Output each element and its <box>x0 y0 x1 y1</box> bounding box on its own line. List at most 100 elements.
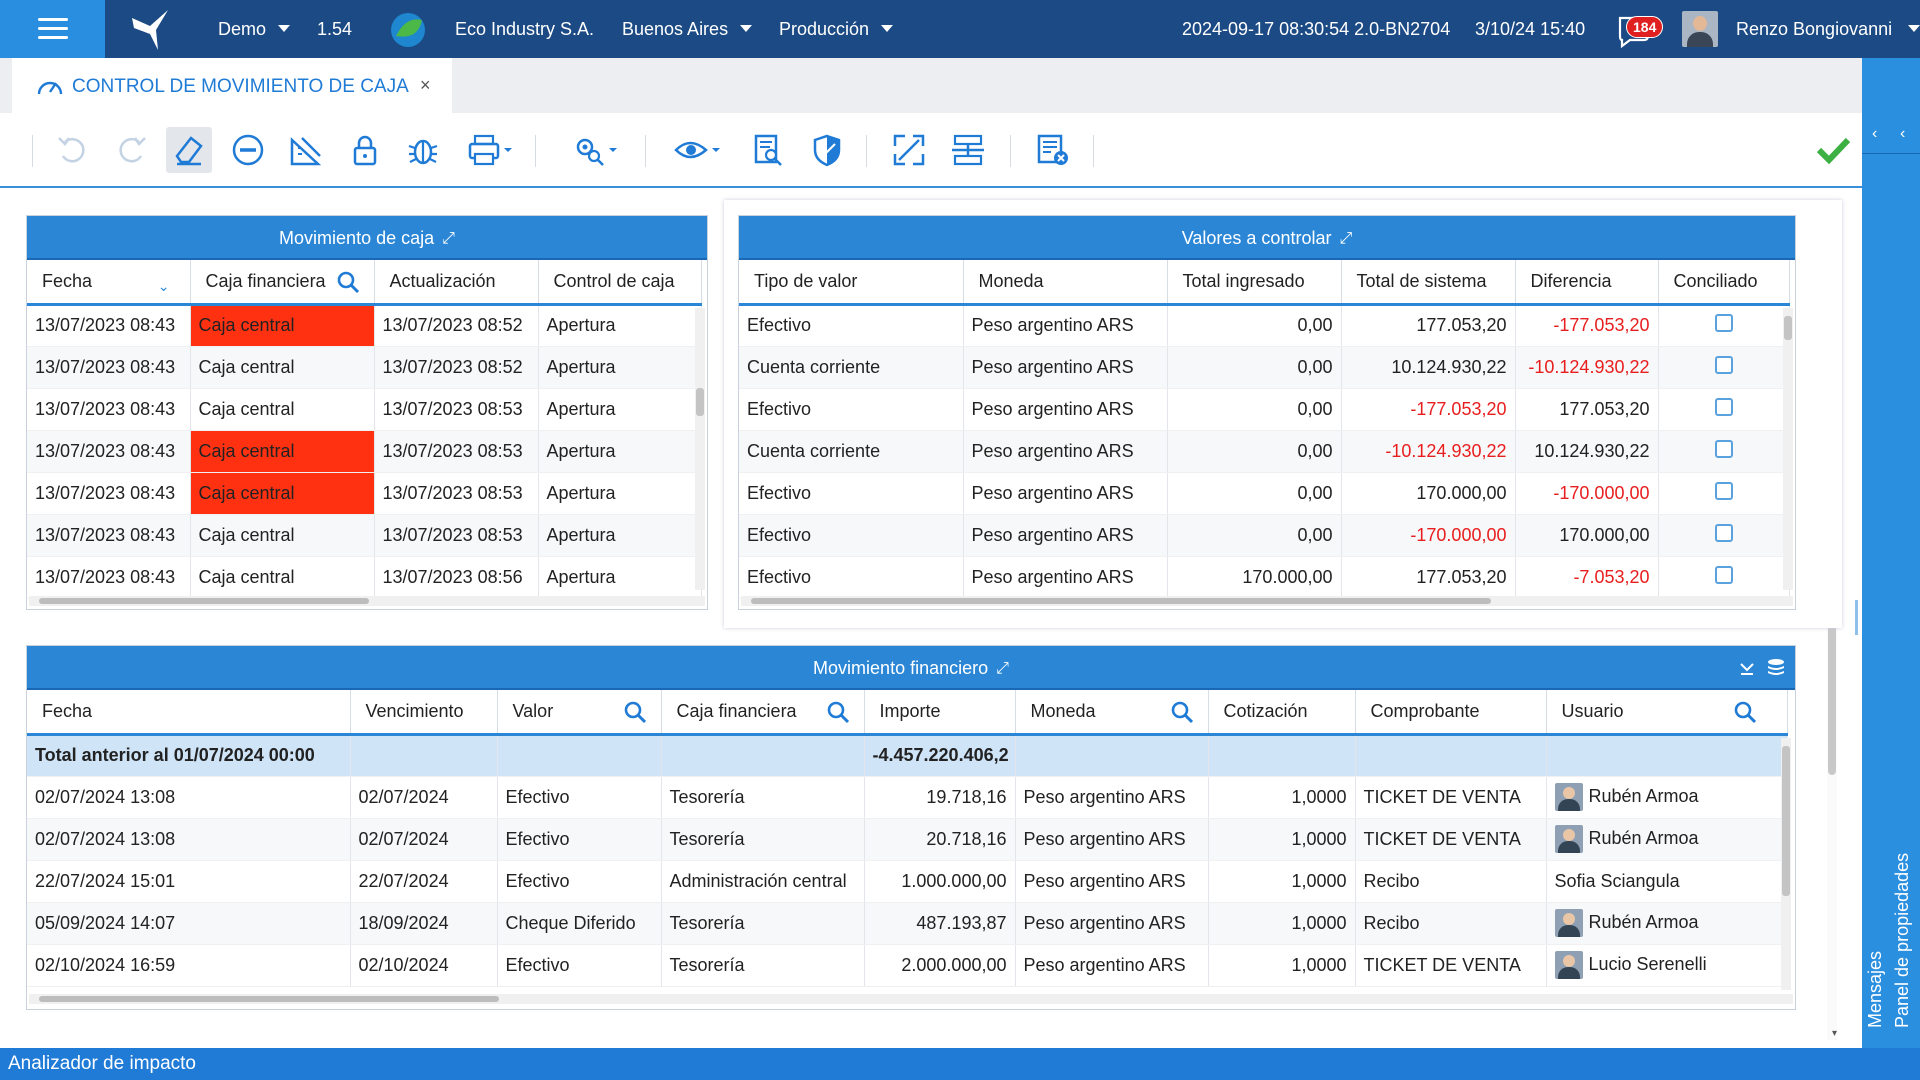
table-row[interactable]: 05/09/2024 14:07 18/09/2024 Cheque Diferid… <box>27 902 1788 945</box>
conciliado-checkbox[interactable] <box>1714 481 1733 500</box>
cell-moneda: Peso argentino ARS <box>1015 860 1209 903</box>
mode-selector[interactable]: Producción <box>779 19 894 40</box>
column-header-importe[interactable]: Importe <box>864 690 1016 736</box>
user-menu[interactable]: Renzo Bongiovanni <box>1736 19 1920 40</box>
column-header-fecha[interactable]: Fecha <box>27 690 351 736</box>
table-row[interactable]: Efectivo Peso argentino ARS 170.000,00 177.… <box>739 556 1790 599</box>
ruler-icon[interactable] <box>283 127 329 173</box>
table-row[interactable]: Efectivo Peso argentino ARS 0,00 170.000,00… <box>739 472 1790 515</box>
expand-panel-icon[interactable]: ⤢ <box>442 230 455 247</box>
cell-caja-financiera: Caja central <box>190 430 375 473</box>
splitter-handle[interactable] <box>1855 600 1858 635</box>
split-icon[interactable] <box>945 127 991 173</box>
expand-panel-icon[interactable]: ⤢ <box>996 660 1009 677</box>
table-row[interactable]: Cuenta corriente Peso argentino ARS 0,00 -1… <box>739 430 1790 473</box>
undo-icon[interactable] <box>50 127 96 173</box>
table-row[interactable]: Efectivo Peso argentino ARS 0,00 177.053,20… <box>739 304 1790 347</box>
hamburger-menu-icon[interactable] <box>0 0 105 58</box>
remove-icon[interactable] <box>225 127 271 173</box>
report-icon[interactable] <box>745 127 791 173</box>
column-header-comprobante[interactable]: Comprobante <box>1355 690 1547 736</box>
column-header-usuario[interactable]: Usuario <box>1546 690 1788 736</box>
cell-importe: 1.000.000,00 <box>864 860 1016 903</box>
table-row[interactable]: 02/07/2024 13:08 02/07/2024 Efectivo Tesore… <box>27 818 1788 861</box>
table-row[interactable]: 13/07/2023 08:43 Caja central 13/07/2023 0… <box>27 430 702 473</box>
table-row[interactable]: 13/07/2023 08:43 Caja central 13/07/2023 0… <box>27 472 702 515</box>
table-row[interactable]: 13/07/2023 08:43 Caja central 13/07/2023 0… <box>27 304 702 347</box>
table-row[interactable]: 13/07/2023 08:43 Caja central 13/07/2023 0… <box>27 346 702 389</box>
table-row[interactable]: Cuenta corriente Peso argentino ARS 0,00 10… <box>739 346 1790 389</box>
conciliado-checkbox[interactable] <box>1714 565 1733 584</box>
scroll-down-icon[interactable]: ▾ <box>1832 1028 1838 1039</box>
table-row[interactable]: Efectivo Peso argentino ARS 0,00 -170.000,0… <box>739 514 1790 557</box>
notification-badge[interactable]: 184 <box>1626 16 1664 38</box>
table-row[interactable]: 13/07/2023 08:43 Caja central 13/07/2023 0… <box>27 556 702 599</box>
print-icon[interactable] <box>460 127 520 173</box>
search-icon[interactable] <box>336 270 360 294</box>
column-header-moneda[interactable]: Moneda <box>1015 690 1209 736</box>
column-header-valor[interactable]: Valor <box>497 690 662 736</box>
column-header-actualizacion[interactable]: Actualización <box>374 260 539 306</box>
expand-panel-icon[interactable]: ⤢ <box>1339 230 1353 247</box>
column-header-total-sistema[interactable]: Total de sistema <box>1341 260 1516 306</box>
delete-list-icon[interactable] <box>1030 127 1076 173</box>
search-icon[interactable] <box>826 700 850 724</box>
lock-icon[interactable] <box>342 127 388 173</box>
eraser-icon[interactable] <box>166 127 212 173</box>
column-header-tipo-valor[interactable]: Tipo de valor <box>739 260 964 306</box>
shield-icon[interactable] <box>804 127 850 173</box>
column-header-fecha[interactable]: Fecha ⌄ <box>27 260 191 306</box>
bug-icon[interactable] <box>400 127 446 173</box>
sort-down-icon[interactable]: ⌄ <box>157 278 170 294</box>
company-name[interactable]: Eco Industry S.A. <box>455 19 595 39</box>
view-icon[interactable] <box>668 127 728 173</box>
conciliado-checkbox[interactable] <box>1714 523 1733 542</box>
mensajes-tab[interactable]: Mensajes <box>1865 950 1885 1028</box>
column-header-control[interactable]: Control de caja <box>538 260 702 306</box>
conciliado-checkbox[interactable] <box>1714 397 1733 416</box>
expand-icon[interactable] <box>886 127 932 173</box>
valores-vertical-scrollbar[interactable] <box>1783 308 1793 590</box>
caja-horizontal-scrollbar[interactable] <box>29 596 705 606</box>
city-selector[interactable]: Buenos Aires <box>622 19 753 40</box>
column-header-caja[interactable]: Caja financiera <box>190 260 375 306</box>
column-header-caja-financiera[interactable]: Caja financiera <box>661 690 865 736</box>
search-icon[interactable] <box>1170 700 1194 724</box>
column-header-conciliado[interactable]: Conciliado <box>1658 260 1790 306</box>
conciliado-checkbox[interactable] <box>1714 355 1733 374</box>
caja-vertical-scrollbar[interactable] <box>695 308 705 590</box>
impact-analyzer-label[interactable]: Analizador de impacto <box>8 1053 196 1074</box>
column-header-vencimiento[interactable]: Vencimiento <box>350 690 498 736</box>
column-header-total-ingresado[interactable]: Total ingresado <box>1167 260 1342 306</box>
table-row[interactable]: 02/07/2024 13:08 02/07/2024 Efectivo Tesore… <box>27 776 1788 819</box>
conciliado-checkbox[interactable] <box>1714 314 1733 332</box>
table-row[interactable]: 22/07/2024 15:01 22/07/2024 Efectivo Admini… <box>27 860 1788 903</box>
settings-search-icon[interactable] <box>565 127 625 173</box>
collapse-left-icon[interactable]: ‹ <box>1872 125 1878 142</box>
collapse-right-icon[interactable]: ‹ <box>1900 125 1906 142</box>
user-avatar[interactable] <box>1682 11 1718 47</box>
search-icon[interactable] <box>623 700 647 724</box>
environment-selector[interactable]: Demo <box>218 19 291 40</box>
total-row[interactable]: Total anterior al 01/07/2024 00:00 -4.45… <box>27 734 1788 777</box>
cell-tipo-valor: Cuenta corriente <box>739 346 964 389</box>
table-row[interactable]: 13/07/2023 08:43 Caja central 13/07/2023 0… <box>27 388 702 431</box>
column-header-moneda[interactable]: Moneda <box>963 260 1168 306</box>
column-header-cotizacion[interactable]: Cotización <box>1208 690 1356 736</box>
collapse-filter-icon[interactable] <box>1739 660 1755 676</box>
financiero-horizontal-scrollbar[interactable] <box>29 994 1793 1004</box>
tab-control-movimiento-caja[interactable]: CONTROL DE MOVIMIENTO DE CAJA × <box>12 58 452 113</box>
confirm-icon[interactable] <box>1810 127 1856 173</box>
database-icon[interactable] <box>1767 658 1785 678</box>
propiedades-tab[interactable]: Panel de propiedades <box>1892 852 1912 1028</box>
financiero-vertical-scrollbar[interactable] <box>1781 738 1791 990</box>
column-header-diferencia[interactable]: Diferencia <box>1515 260 1659 306</box>
search-icon[interactable] <box>1733 700 1757 724</box>
table-row[interactable]: Efectivo Peso argentino ARS 0,00 -177.053,2… <box>739 388 1790 431</box>
table-row[interactable]: 13/07/2023 08:43 Caja central 13/07/2023 0… <box>27 514 702 557</box>
conciliado-checkbox[interactable] <box>1714 439 1733 458</box>
close-tab-icon[interactable]: × <box>420 75 431 95</box>
redo-icon[interactable] <box>108 127 154 173</box>
valores-horizontal-scrollbar[interactable] <box>741 596 1793 606</box>
table-row[interactable]: 02/10/2024 16:59 02/10/2024 Efectivo Tesore… <box>27 944 1788 987</box>
